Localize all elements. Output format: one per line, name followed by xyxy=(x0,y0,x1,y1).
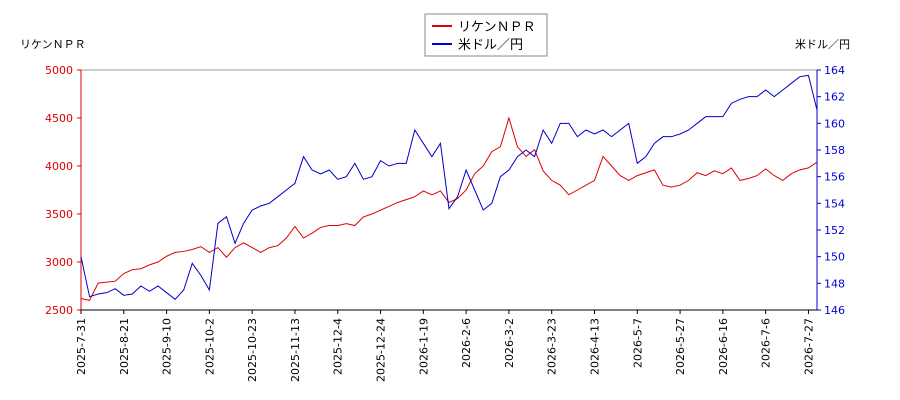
x-tick-label: 2025-8-21 xyxy=(118,318,131,375)
series-line xyxy=(80,116,818,301)
x-tick-label: 2026-2-6 xyxy=(460,318,473,368)
plot-frame xyxy=(80,69,818,311)
y2-axis-title: 米ドル／円 xyxy=(795,38,850,51)
y2-tick-label: 150 xyxy=(824,251,845,264)
x-tick-label: 2026-5-7 xyxy=(631,318,644,368)
x-tick-label: 2025-7-31 xyxy=(75,318,88,375)
x-tick-label: 2026-7-27 xyxy=(802,318,815,375)
y-tick-label: 4500 xyxy=(45,112,73,125)
x-tick-label: 2026-5-27 xyxy=(674,318,687,375)
x-tick-label: 2026-6-16 xyxy=(717,318,730,375)
y-tick-label: 4000 xyxy=(45,160,73,173)
y2-tick-label: 162 xyxy=(824,91,845,104)
y2-tick-label: 156 xyxy=(824,171,845,184)
y2-tick-label: 154 xyxy=(824,197,845,210)
y2-tick-label: 148 xyxy=(824,277,845,290)
x-tick-label: 2026-1-19 xyxy=(417,318,430,375)
x-tick-label: 2025-12-4 xyxy=(332,318,345,375)
x-tick-label: 2025-10-2 xyxy=(203,318,216,375)
y2-tick-label: 158 xyxy=(824,144,845,157)
x-tick-label: 2025-10-23 xyxy=(246,318,259,382)
x-tick-label: 2025-12-24 xyxy=(375,318,388,382)
legend-label: 米ドル／円 xyxy=(458,38,523,53)
x-tick-label: 2025-9-10 xyxy=(161,318,174,375)
y2-tick-label: 164 xyxy=(824,64,845,77)
y-tick-label: 5000 xyxy=(45,64,73,77)
x-tick-label: 2026-7-6 xyxy=(760,318,773,368)
y-tick-label: 2500 xyxy=(45,304,73,317)
x-tick-label: 2026-3-2 xyxy=(503,318,516,368)
legend-label: リケンＮＰＲ xyxy=(458,20,536,35)
legend-box xyxy=(424,13,548,57)
x-tick-label: 2026-3-23 xyxy=(546,318,559,375)
x-tick-label: 2026-4-13 xyxy=(588,318,601,375)
series-line xyxy=(80,74,818,301)
y-tick-label: 3500 xyxy=(45,208,73,221)
y-tick-label: 3000 xyxy=(45,256,73,269)
y2-tick-label: 152 xyxy=(824,224,845,237)
y2-tick-label: 160 xyxy=(824,117,845,130)
y-axis-title: リケンＮＰＲ xyxy=(20,38,86,51)
y2-tick-label: 146 xyxy=(824,304,845,317)
x-tick-label: 2025-11-13 xyxy=(289,318,302,382)
